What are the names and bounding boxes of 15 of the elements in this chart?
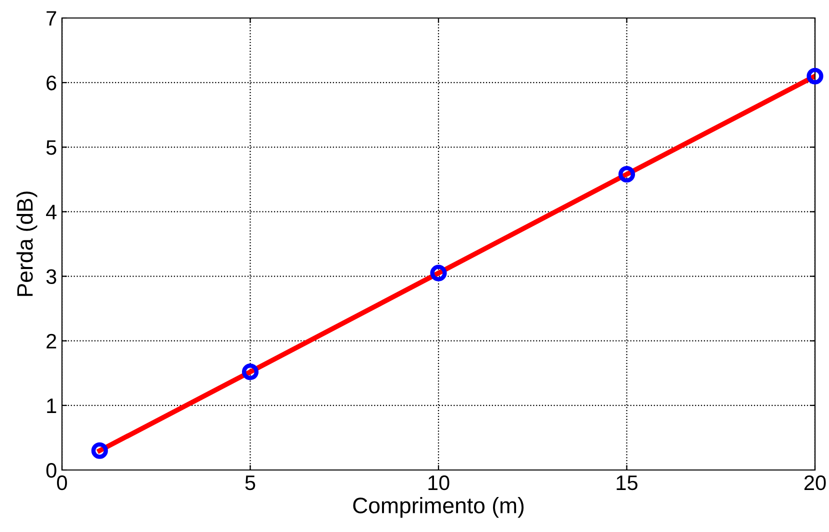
y-tick-label: 1: [47, 398, 56, 413]
y-tick-label: 6: [46, 76, 56, 90]
y-tick-label: 5: [46, 140, 56, 155]
x-tick-label: 10: [428, 475, 450, 490]
x-tick-label: 5: [245, 476, 256, 490]
y-tick-label: 0: [46, 463, 56, 478]
x-tick-label: 0: [57, 475, 67, 490]
x-axis-title: Comprimento (m): [353, 497, 524, 518]
x-tick-label: 20: [804, 475, 826, 490]
x-tick-label: 15: [616, 476, 638, 490]
y-tick-label: 4: [46, 204, 57, 220]
y-tick-label: 7: [46, 11, 56, 26]
y-axis-title: Perda (dB): [16, 192, 38, 296]
y-tick-label: 2: [46, 334, 56, 348]
y-tick-label: 3: [46, 269, 56, 284]
